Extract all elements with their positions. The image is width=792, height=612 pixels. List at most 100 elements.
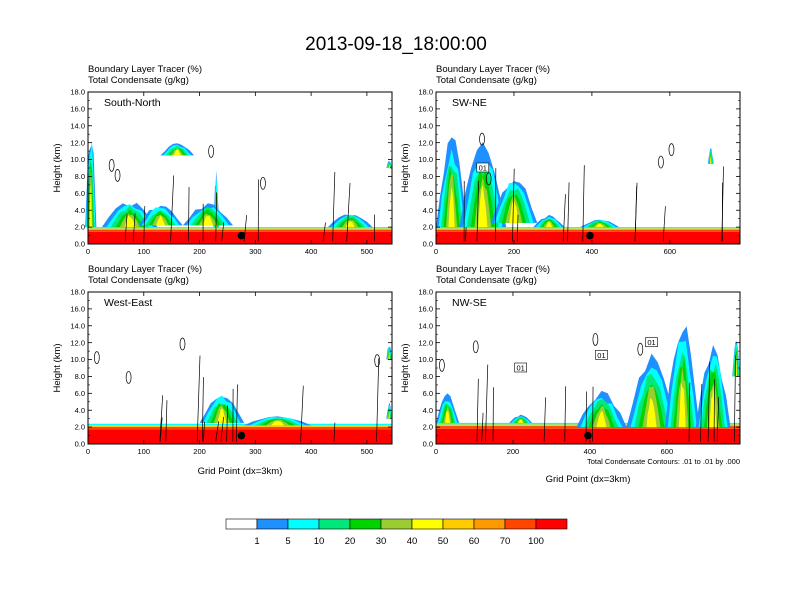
tracer-plume: [518, 419, 523, 423]
condensate-contour: [170, 175, 175, 242]
x-axis-label: Grid Point (dx=3km): [198, 466, 283, 477]
x-axis-label: Grid Point (dx=3km): [546, 474, 631, 485]
y-tick-label: 6.0: [75, 189, 85, 198]
x-tick-label: 600: [661, 447, 674, 456]
y-tick-label: 12.0: [70, 138, 85, 147]
y-tick-label: 2.0: [423, 423, 433, 432]
condensate-contour: [203, 421, 205, 442]
condensate-contour: [93, 351, 100, 364]
panel-field-title-2: Total Condensate (g/kg): [436, 275, 537, 286]
x-tick-label: 0: [86, 447, 90, 456]
condensate-contour: [564, 386, 567, 442]
condensate-contour: [159, 395, 164, 442]
condensate-contour: [220, 416, 224, 442]
condensate-contour: [124, 213, 128, 242]
panel-field-title-2: Total Condensate (g/kg): [88, 75, 189, 86]
y-tick-label: 18.0: [418, 88, 433, 97]
plot-area: 01 0.0 2.0 4.0 6.0 8.0 10.0 12.0 14.0 16.0 18.0 0 20…: [400, 88, 741, 256]
contour-label: 01: [516, 364, 524, 373]
panel-sw-ne: Boundary Layer Tracer (%) Total Condensa…: [400, 64, 741, 256]
bl-band: [436, 227, 740, 229]
condensate-contour: [332, 171, 336, 242]
tracer-plume: [124, 215, 136, 228]
panel-field-title-1: Boundary Layer Tracer (%): [88, 264, 202, 275]
bl-band: [88, 426, 392, 430]
panel-field-title-1: Boundary Layer Tracer (%): [436, 64, 550, 75]
colorbar-swatch: [256, 518, 289, 530]
condensate-contour: [143, 206, 146, 242]
colorbar-swatch: [473, 518, 506, 530]
tracer-plume: [270, 420, 285, 426]
condensate-contour: [567, 182, 570, 242]
colorbar-swatch: [318, 518, 351, 530]
y-tick-label: 14.0: [70, 321, 85, 330]
tracer-plume: [89, 184, 92, 228]
condensate-contour: [215, 421, 220, 442]
condensate-contour: [300, 385, 304, 442]
condensate-contour: [208, 145, 214, 158]
tracer-plume: [478, 185, 488, 228]
y-tick-label: 8.0: [75, 372, 85, 381]
y-tick-label: 4.0: [75, 206, 85, 215]
x-tick-label: 100: [138, 247, 151, 256]
x-tick-label: 500: [361, 447, 374, 456]
condensate-contour: [260, 176, 266, 190]
tracer-plume: [202, 215, 213, 226]
y-axis-label: Height (km): [52, 343, 63, 392]
location-marker: [586, 231, 594, 240]
colorbar-label: 60: [469, 536, 480, 547]
tracer-plume: [217, 408, 227, 423]
x-tick-label: 0: [86, 247, 90, 256]
bl-band: [88, 228, 392, 230]
y-tick-label: 2.0: [75, 423, 85, 432]
tracer-plume: [388, 411, 390, 419]
colorbar-swatch: [287, 518, 320, 530]
y-tick-label: 18.0: [418, 288, 433, 297]
panel-field-title-2: Total Condensate (g/kg): [436, 75, 537, 86]
condensate-contour: [201, 377, 204, 442]
y-tick-label: 16.0: [418, 104, 433, 113]
plot-area: 01 01 01 0.0 2.0 4.0 6.0 8.0 10.0 12.0 14.0 16.0 18.…: [400, 288, 741, 456]
panel-west-east: Boundary Layer Tracer (%) Total Condensa…: [52, 264, 393, 477]
y-axis-label: Height (km): [400, 343, 411, 392]
colorbar-label: 1: [254, 536, 259, 547]
colorbar-swatch: [504, 518, 537, 530]
condensate-contour: [132, 213, 136, 242]
condensate-contour: [376, 358, 380, 442]
condensate-contour: [512, 168, 515, 242]
panel-label: West-East: [104, 297, 152, 309]
condensate-contour: [465, 227, 467, 242]
condensate-contour: [188, 187, 190, 242]
condensate-contour: [179, 337, 186, 351]
colorbar-swatch: [225, 518, 258, 530]
condensate-contour: [226, 405, 228, 442]
x-tick-label: 200: [193, 447, 206, 456]
tracer-plume: [509, 199, 519, 223]
y-tick-label: 14.0: [70, 121, 85, 130]
y-tick-label: 2.0: [423, 223, 433, 232]
contour-label: 01: [479, 164, 487, 173]
tracer-plume: [596, 411, 607, 428]
colorbar-label: 100: [528, 536, 544, 547]
y-tick-label: 6.0: [423, 389, 433, 398]
bl-band: [88, 227, 392, 229]
colorbar-label: 50: [438, 536, 449, 547]
colorbar-label: 20: [345, 536, 356, 547]
x-tick-label: 300: [249, 447, 262, 456]
x-tick-label: 500: [361, 247, 374, 256]
panel-field-title-1: Boundary Layer Tracer (%): [88, 64, 202, 75]
condensate-contour: [196, 355, 201, 442]
condensate-contour: [108, 159, 115, 172]
condensate-contour: [476, 378, 479, 442]
condensate-contour: [662, 206, 666, 242]
bl-band: [88, 425, 392, 427]
y-tick-label: 8.0: [423, 172, 433, 181]
contour-label: 01: [647, 338, 655, 347]
y-axis-label: Height (km): [52, 143, 63, 192]
contour-label-box: [595, 350, 608, 360]
y-tick-label: 12.0: [418, 138, 433, 147]
bl-band: [88, 423, 392, 426]
condensate-contour: [485, 172, 492, 186]
y-tick-label: 12.0: [418, 338, 433, 347]
contour-label-box: [476, 162, 490, 173]
